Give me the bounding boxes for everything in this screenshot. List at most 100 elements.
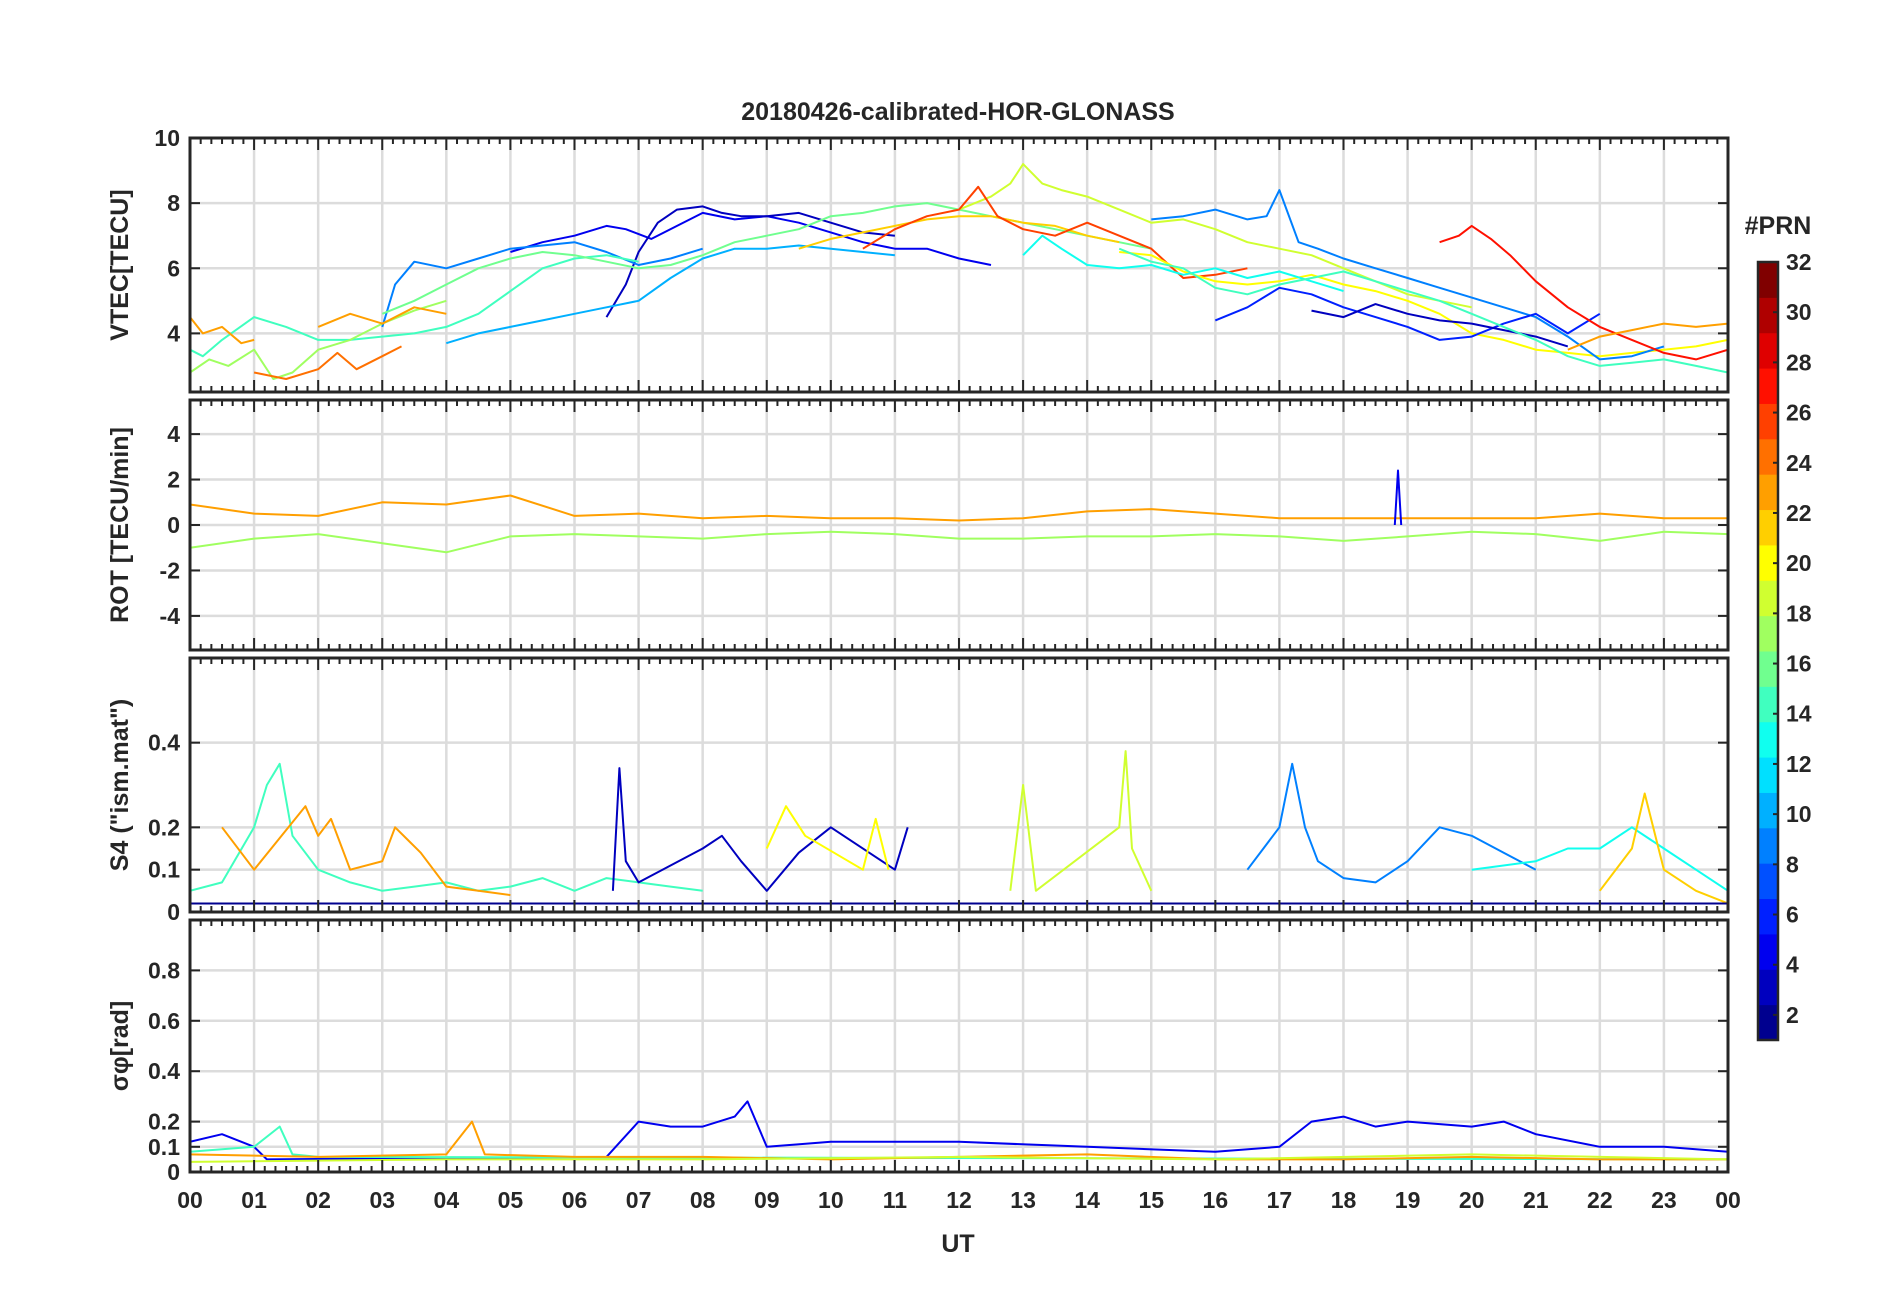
colorbar-segment — [1758, 757, 1778, 793]
series-line-prn-7 — [446, 244, 895, 345]
colorbar-segment — [1758, 721, 1778, 758]
x-tick-label: 19 — [1395, 1187, 1421, 1213]
colorbar-segment — [1758, 509, 1778, 546]
x-tick-label: 23 — [1651, 1187, 1677, 1213]
series-line-prn-9 — [1471, 826, 1728, 892]
colorbar-tick-label: 12 — [1786, 751, 1812, 777]
y-tick-label: 0.2 — [148, 814, 180, 840]
colorbar-segment — [1758, 544, 1778, 581]
series-line-prn-6 — [1151, 189, 1665, 361]
colorbar-tick-label: 4 — [1786, 952, 1799, 978]
panel-4: 00.10.2 0.4 0.6 0.8 σφ[rad] 00 01 02 03 04 05 06 07 0… — [106, 918, 1741, 1213]
colorbar-tick-label: 8 — [1786, 851, 1799, 877]
series-line-prn-10 — [190, 254, 639, 358]
colorbar-segment — [1758, 969, 1778, 1006]
colorbar-segment — [1758, 474, 1778, 511]
x-tick-label: 05 — [498, 1187, 524, 1213]
series-group — [190, 469, 1728, 554]
x-tick-label: 20 — [1459, 1187, 1485, 1213]
colorbar-segment — [1758, 580, 1778, 617]
colorbar-label: #PRN — [1745, 212, 1812, 240]
x-tick-label: 08 — [690, 1187, 716, 1213]
series-line-prn-10 — [190, 762, 703, 892]
y-axis-label: σφ[rad] — [106, 1001, 134, 1092]
y-tick-label: 0.8 — [148, 957, 180, 983]
y-tick-label: -4 — [160, 603, 181, 629]
y-tick-label: 0.1 — [148, 857, 180, 883]
series-line-prn-2 — [605, 205, 896, 318]
x-tick-label: 04 — [434, 1187, 460, 1213]
series-line-prn-19 — [1439, 224, 1728, 361]
series-group — [190, 163, 1728, 380]
panel-1: 4 6 8 10 VTEC[TECU] — [106, 125, 1730, 394]
chart-title: 20180426-calibrated-HOR-GLONASS — [741, 98, 1174, 126]
colorbar-tick-label: 30 — [1786, 299, 1812, 325]
colorbar-tick-label: 6 — [1786, 902, 1799, 928]
colorbar-segment — [1758, 403, 1778, 440]
y-tick-label: 0.2 — [148, 1109, 180, 1135]
x-tick-label: 07 — [626, 1187, 652, 1213]
panel-3: 0 0.1 0.2 0.4 S4 ("ism.mat") — [106, 656, 1730, 925]
colorbar-tick-label: 24 — [1786, 450, 1812, 476]
y-tick-label: 0 — [167, 1159, 180, 1185]
series-line-prn-16 — [317, 306, 447, 328]
colorbar-segment — [1758, 792, 1778, 829]
colorbar-tick-label: 28 — [1786, 349, 1812, 375]
x-tick-label: 17 — [1267, 1187, 1293, 1213]
series-line-prn-9 — [1022, 234, 1344, 293]
series-line-prn-2 — [1311, 303, 1569, 348]
series-line-prn-2 — [611, 767, 909, 892]
y-axis-label: S4 ("ism.mat") — [106, 699, 134, 871]
y-axis-label: ROT [TECU/min] — [106, 427, 134, 623]
series-group — [190, 1100, 1728, 1163]
series-line-prn-10 — [1118, 247, 1728, 374]
series-line-prn-12 — [190, 530, 1728, 554]
x-tick-label: 01 — [241, 1187, 267, 1213]
series-line-prn-16 — [1567, 322, 1728, 351]
series-line-prn-6 — [1246, 762, 1537, 884]
series-line-prn-6 — [381, 241, 703, 328]
series-line-prn-16 — [190, 1120, 1728, 1161]
colorbar-segment — [1758, 615, 1778, 652]
series-line-prn-16 — [221, 805, 511, 897]
series-line-prn-15 — [1599, 792, 1728, 905]
series-line-prn-10 — [190, 1125, 1728, 1161]
y-tick-label: 8 — [167, 190, 180, 216]
x-tick-label: 15 — [1138, 1187, 1164, 1213]
colorbar-segment — [1758, 368, 1778, 404]
panel-2: -4 -2 0 2 4 ROT [TECU/min] — [106, 398, 1730, 652]
colorbar-tick-label: 14 — [1786, 701, 1812, 727]
x-tick-label: 10 — [818, 1187, 844, 1213]
x-tick-label: 03 — [369, 1187, 395, 1213]
series-line-prn-15 — [798, 215, 1120, 250]
series-line-prn-14 — [1119, 251, 1728, 358]
colorbar-tick-label: 26 — [1786, 400, 1812, 426]
y-tick-label: 0 — [167, 899, 180, 925]
x-tick-label: 18 — [1331, 1187, 1357, 1213]
y-tick-label: 10 — [154, 125, 180, 151]
x-tick-label: 16 — [1203, 1187, 1229, 1213]
x-tick-label: 06 — [562, 1187, 588, 1213]
series-line-prn-14 — [765, 805, 890, 871]
x-tick-label: 00 — [1715, 1187, 1741, 1213]
colorbar-segment — [1758, 827, 1778, 864]
y-tick-label: 0.4 — [148, 1058, 180, 1084]
colorbar-tick-label: 18 — [1786, 600, 1812, 626]
colorbar-segment — [1758, 651, 1778, 687]
colorbar-tick-label: 32 — [1786, 249, 1812, 275]
x-tick-label: 22 — [1587, 1187, 1613, 1213]
series-line-prn-16 — [190, 494, 1728, 522]
y-tick-label: 0.6 — [148, 1008, 180, 1034]
y-tick-label: 6 — [167, 255, 180, 281]
y-tick-label: 0 — [167, 512, 180, 538]
y-tick-label: 0.4 — [148, 730, 180, 756]
x-tick-label: 12 — [946, 1187, 972, 1213]
colorbar-tick-label: 2 — [1786, 1002, 1799, 1028]
colorbar-segment — [1758, 332, 1778, 369]
x-tick-label: 14 — [1074, 1187, 1100, 1213]
colorbar-segment — [1758, 933, 1778, 970]
series-line-prn-4 — [1214, 286, 1601, 341]
